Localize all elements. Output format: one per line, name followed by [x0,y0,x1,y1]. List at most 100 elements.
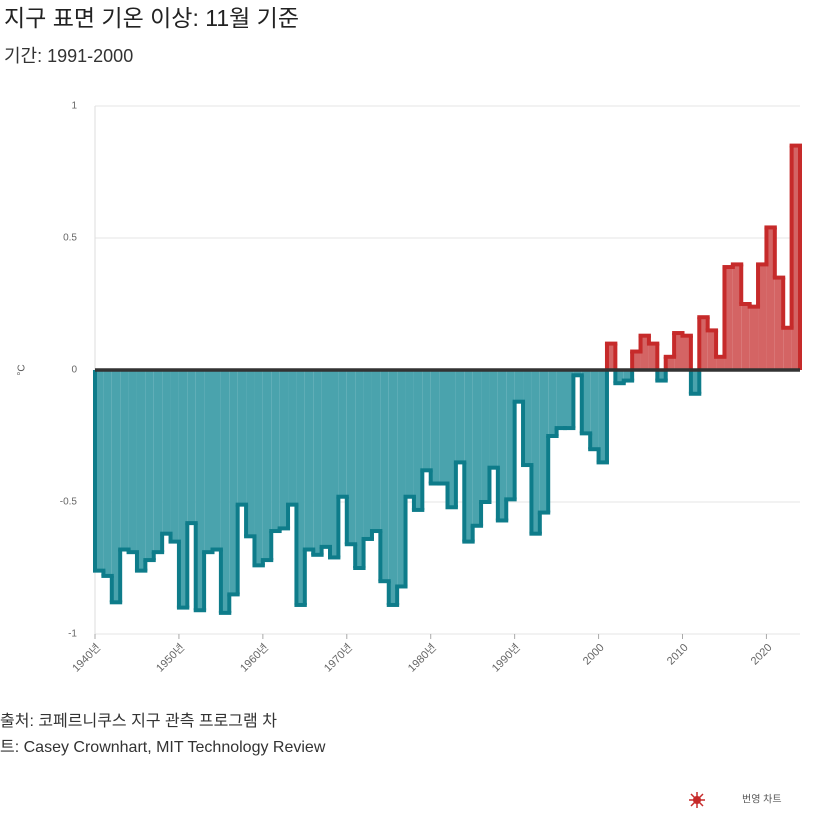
footer-icon [689,792,705,808]
step-area [606,343,616,370]
step-area [716,356,725,370]
step-area [120,370,129,550]
step-area [766,227,775,370]
step-area [632,351,641,370]
y-tick-label: -0.5 [60,497,78,508]
step-area [145,370,154,561]
footer-text: 번영 차트 [742,794,782,806]
step-area [246,370,255,537]
step-area [690,370,700,394]
step-area [204,370,213,553]
step-area [657,370,666,381]
step-area [330,370,339,558]
step-area [447,370,456,508]
step-area [699,317,708,370]
step-area [439,370,448,484]
step-area [296,370,305,605]
step-area [363,370,372,539]
x-tick-label: 2010 [665,642,691,668]
step-area [422,370,431,471]
step-area [279,370,289,529]
step-area [741,304,750,370]
step-area [481,370,490,502]
step-area [598,370,607,463]
step-area [674,333,683,370]
step-area [732,264,742,370]
step-area [565,370,574,429]
step-area [178,370,188,608]
step-area [791,145,800,370]
step-area [254,370,263,566]
step-area [548,370,557,436]
step-area [455,370,465,463]
step-area [397,370,406,587]
step-area [413,370,423,510]
step-area [556,370,565,429]
step-area [212,370,221,550]
step-area [338,370,347,497]
step-area [136,370,146,571]
step-area [472,370,482,526]
step-area [111,370,121,603]
step-area [304,370,314,550]
x-tick-label: 2000 [581,642,607,668]
y-axis-label: °C [17,364,28,375]
step-area [95,370,104,571]
step-area [388,370,398,605]
step-area [170,370,179,542]
x-tick-label: 1950년 [153,641,187,675]
source-line: 출처: 코페르니쿠스 지구 관측 프로그램 차 [0,712,277,730]
x-tick-label: 1980년 [405,641,439,675]
step-area [531,370,540,534]
step-area [128,370,137,553]
step-area [220,370,230,613]
step-area [523,370,532,466]
step-area [288,370,297,505]
step-area [581,370,591,434]
step-area [405,370,414,497]
source-line: 트: Casey Crownhart, MIT Technology Revie… [0,739,326,756]
step-area [371,370,381,532]
x-tick-label: 1990년 [489,641,523,675]
step-area [573,370,582,376]
step-area [187,370,196,524]
step-area [262,370,272,561]
step-area [237,370,247,505]
step-area [590,370,599,450]
step-area [774,277,784,370]
step-area [313,370,322,555]
y-tick-label: 0.5 [63,233,77,244]
x-tick-label: 1970년 [321,641,355,675]
x-tick-label: 1960년 [237,641,271,675]
step-area [430,370,440,484]
chart-subtitle: 기간: 1991-2000 [4,46,133,66]
step-area [195,370,205,611]
step-area [623,370,633,381]
step-area [783,327,792,370]
x-tick-label: 2020 [749,642,775,668]
step-area [707,330,717,370]
step-area [489,370,498,468]
step-area [321,370,330,547]
chart-title: 지구 표면 기온 이상: 11월 기준 [4,5,299,31]
y-tick-label: 1 [71,101,77,112]
step-area [615,370,624,384]
step-area [355,370,364,568]
step-area [271,370,280,532]
step-area [682,335,691,370]
step-area [648,343,658,370]
step-area [162,370,171,534]
step-area [539,370,549,513]
y-tick-label: -1 [68,629,77,640]
step-area [758,264,767,370]
step-area [346,370,356,545]
step-area [103,370,112,576]
step-area [464,370,473,542]
step-area [724,267,733,370]
step-area [153,370,163,553]
step-area [506,370,515,500]
step-area [229,370,238,595]
x-tick-label: 1940년 [70,641,104,675]
step-area [380,370,389,582]
